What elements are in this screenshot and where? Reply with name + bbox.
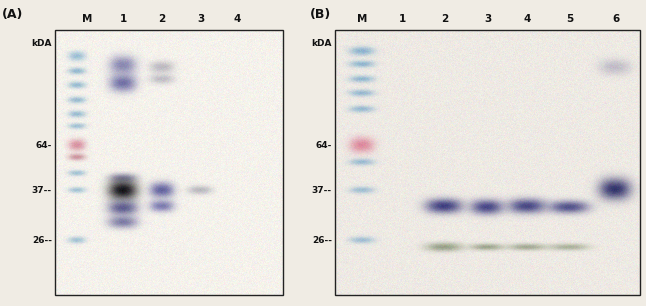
Text: 26--: 26--	[32, 236, 52, 245]
Text: 26--: 26--	[312, 236, 332, 245]
Text: 1: 1	[120, 14, 127, 24]
Text: 5: 5	[567, 14, 574, 24]
Text: 64-: 64-	[316, 141, 332, 150]
Text: 37--: 37--	[312, 186, 332, 195]
Bar	[55, 30, 283, 295]
Text: 3: 3	[484, 14, 491, 24]
Text: 2: 2	[441, 14, 448, 24]
Text: 3: 3	[197, 14, 205, 24]
Text: 64-: 64-	[36, 141, 52, 150]
Text: M: M	[357, 14, 368, 24]
Text: kDA: kDA	[311, 39, 332, 48]
Text: M: M	[82, 14, 92, 24]
Text: 1: 1	[399, 14, 406, 24]
Text: (B): (B)	[310, 8, 331, 21]
Text: 37--: 37--	[32, 186, 52, 195]
Text: (A): (A)	[2, 8, 23, 21]
Text: 6: 6	[612, 14, 620, 24]
Text: 2: 2	[158, 14, 166, 24]
Bar	[335, 30, 640, 295]
Text: kDA: kDA	[32, 39, 52, 48]
Text: 4: 4	[523, 14, 531, 24]
Text: 4: 4	[234, 14, 241, 24]
